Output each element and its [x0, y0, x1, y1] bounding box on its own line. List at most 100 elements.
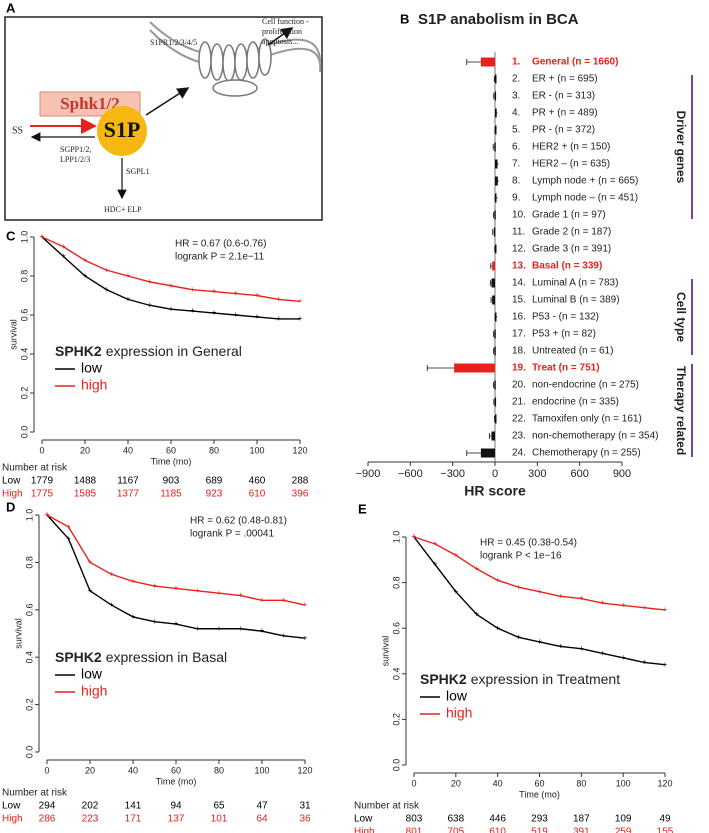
row-label: Grade 2 (n = 187) [532, 227, 611, 238]
arrow [145, 87, 190, 116]
risk-value: 137 [168, 814, 185, 825]
y-axis-label: survival [8, 319, 18, 350]
bar [480, 57, 495, 67]
legend-gene: SPHK2 [420, 671, 467, 687]
bar [495, 312, 497, 322]
row-label: PR + (n = 489) [532, 108, 598, 119]
censor-mark: + [298, 314, 303, 323]
row-label: Untreated (n = 61) [532, 346, 613, 357]
row-label: non-endocrine (n = 275) [532, 380, 639, 391]
legend-label: high [81, 377, 107, 393]
x-tick-label: 100 [249, 445, 264, 455]
x-tick-label: 40 [123, 445, 133, 455]
y-tick-label: 0.2 [20, 387, 30, 400]
bar [494, 210, 496, 220]
row-label: Luminal B (n = 389) [532, 295, 620, 306]
risk-value: 49 [659, 814, 671, 825]
x-tick-label: 0 [411, 778, 416, 788]
risk-value: 171 [125, 814, 142, 825]
bar [491, 278, 495, 288]
x-axis-label: Time (mo) [156, 776, 197, 786]
bar [494, 329, 496, 339]
row-index: 11. [512, 227, 525, 238]
x-tick-label: 80 [576, 778, 586, 788]
survival-curve [46, 514, 306, 639]
row-index: 21. [512, 397, 526, 408]
x-tick-label: 120 [657, 778, 672, 788]
risk-value: 64 [256, 814, 268, 825]
censor-mark: + [40, 232, 45, 241]
risk-value: 155 [657, 827, 674, 833]
risk-value: 101 [211, 814, 228, 825]
y-tick-label: 0.8 [20, 270, 30, 283]
row-label: PR - (n = 372) [532, 125, 595, 136]
risk-row-label: Low [2, 801, 21, 812]
x-tick-label: 80 [214, 765, 224, 775]
risk-value: 47 [256, 801, 268, 812]
row-label: Treat (n = 751) [532, 363, 600, 374]
risk-value: 446 [489, 814, 506, 825]
group-label: Cell type [674, 292, 688, 342]
x-tick-label: 60 [171, 765, 181, 775]
censor-mark: + [303, 600, 308, 609]
x-tick-label: 60 [534, 778, 544, 788]
bar [495, 108, 497, 118]
substrate-label: SS [12, 125, 23, 136]
group-label: Therapy related [674, 366, 688, 455]
survival-curve [413, 536, 666, 611]
risk-value: 223 [82, 814, 99, 825]
y-tick-label: 1.0 [20, 231, 30, 244]
y-tick-label: 0.8 [25, 556, 35, 569]
bar [495, 125, 497, 135]
row-label: General (n = 1660) [532, 57, 618, 68]
x-axis-label: Time (mo) [519, 789, 560, 799]
row-index: 5. [512, 125, 520, 136]
legend-label: low [446, 688, 468, 704]
censor-mark: + [298, 296, 303, 305]
x-tick-label: 60 [166, 445, 176, 455]
lyase-label: SGPL1 [126, 167, 150, 176]
row-index: 22. [512, 414, 526, 425]
legend-title: SPHK2 expression in Basal [55, 649, 227, 665]
row-index: 10. [512, 210, 526, 221]
risk-value: 1585 [74, 489, 97, 500]
row-label: HER2 + (n = 150) [532, 142, 610, 153]
row-label: P53 + (n = 82) [532, 329, 596, 340]
x-tick-label: −600 [398, 468, 423, 480]
risk-value: 141 [125, 801, 142, 812]
panel-label: D [6, 499, 15, 514]
risk-value: 610 [489, 827, 506, 833]
function-label: proliferation [262, 27, 302, 36]
row-index: 15. [512, 295, 526, 306]
bar [491, 431, 495, 441]
row-label: P53 - (n = 132) [532, 312, 599, 323]
row-label: HER2 – (n = 635) [532, 159, 610, 170]
legend-gene: SPHK2 [55, 649, 102, 665]
survival-curve [46, 514, 306, 606]
row-index: 3. [512, 91, 520, 102]
bar [494, 91, 497, 101]
bar [495, 193, 497, 203]
risk-value: 293 [531, 814, 548, 825]
row-index: 16. [512, 312, 526, 323]
risk-row-label: High [354, 827, 375, 833]
row-label: Tamoxifen only (n = 161) [532, 414, 642, 425]
risk-value: 705 [447, 827, 464, 833]
function-label: apoptosis... [262, 37, 298, 46]
y-tick-label: 0.0 [392, 759, 402, 772]
censor-mark: + [40, 232, 45, 241]
x-tick-label: 0 [44, 765, 49, 775]
row-index: 17. [512, 329, 526, 340]
legend-title-text: expression in Basal [106, 649, 227, 665]
row-label: Luminal A (n = 783) [532, 278, 618, 289]
row-label: non-chemotherapy (n = 354) [532, 431, 658, 442]
bar [493, 227, 496, 237]
y-tick-label: 0.8 [392, 576, 402, 589]
function-label: Cell function - [262, 17, 309, 26]
censor-mark: + [45, 510, 50, 519]
x-tick-label: 20 [451, 778, 461, 788]
risk-row-label: Low [354, 814, 373, 825]
annotation: HR = 0.62 (0.48-0.81) [190, 516, 287, 527]
y-tick-label: 0.0 [25, 746, 35, 759]
row-label: ER + (n = 695) [532, 74, 598, 85]
